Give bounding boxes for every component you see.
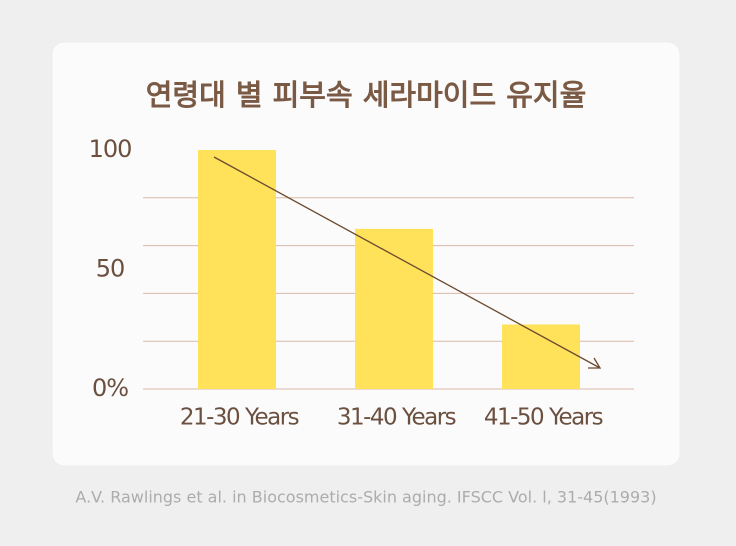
trend-arrowhead xyxy=(588,357,602,369)
bar xyxy=(355,228,433,389)
x-tick-label: 21-30 Years xyxy=(180,405,299,431)
bar xyxy=(198,150,276,389)
y-tick-label: 100 xyxy=(89,135,132,163)
source-note: A.V. Rawlings et al. in Biocosmetics-Ski… xyxy=(75,488,656,507)
y-tick-label: 50 xyxy=(96,255,125,283)
bar xyxy=(502,324,580,389)
chart-title: 연령대 별 피부속 세라마이드 유지율 xyxy=(146,78,587,112)
y-tick-label: 0% xyxy=(92,374,128,402)
trend-arrow xyxy=(213,156,601,369)
x-tick-label: 41-50 Years xyxy=(484,405,603,431)
x-tick-label: 31-40 Years xyxy=(337,405,456,431)
